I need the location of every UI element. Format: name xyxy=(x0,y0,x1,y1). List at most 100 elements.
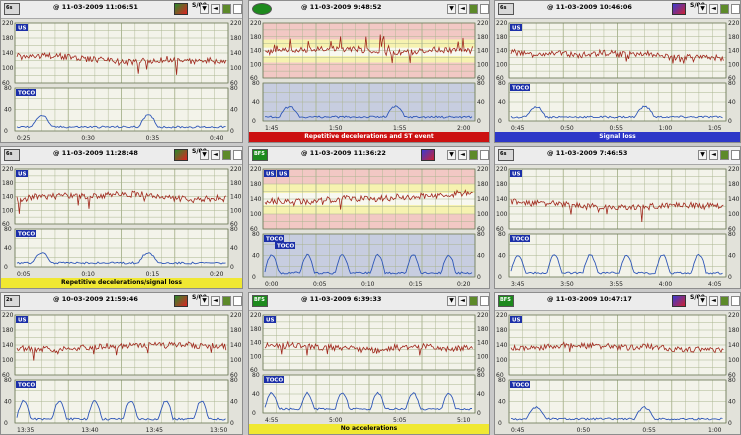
dropdown-button[interactable]: ▼ xyxy=(447,296,456,306)
toco-y-tick: 0 xyxy=(498,118,502,125)
toco-y-tick: 0 xyxy=(230,264,234,271)
report-icon[interactable] xyxy=(672,3,686,15)
fhr-y-tick: 60 xyxy=(250,75,258,82)
fhr-y-tick: 100 xyxy=(230,357,242,364)
dropdown-button[interactable]: ▼ xyxy=(447,150,456,160)
toco-y-tick: 80 xyxy=(498,80,506,87)
sound-icon[interactable]: ◄ xyxy=(211,150,220,160)
ctg-panel[interactable]: 6s @ 11-03-2009 10:46:06 S/00▼◄ 220 220 180 18… xyxy=(494,0,741,143)
sound-icon[interactable]: ◄ xyxy=(709,150,718,160)
toco-label-bg xyxy=(264,376,284,383)
sound-icon[interactable]: ◄ xyxy=(211,4,220,14)
time-tick: 13:50 xyxy=(210,427,227,434)
time-tick: 0:00 xyxy=(265,281,279,288)
time-tick: 1:55 xyxy=(393,125,407,132)
toco-y-tick: 80 xyxy=(498,231,506,238)
time-tick: 0:30 xyxy=(81,135,95,142)
fhr-y-tick: 220 xyxy=(496,20,508,27)
marker-icon[interactable] xyxy=(720,296,729,306)
time-tick: 0:10 xyxy=(81,271,95,278)
fhr-y-tick: 100 xyxy=(230,65,242,72)
fhr-trace xyxy=(16,51,227,75)
time-tick: 5:10 xyxy=(457,417,471,424)
fhr-y-tick: 220 xyxy=(2,312,14,319)
sound-icon[interactable]: ◄ xyxy=(458,4,467,14)
ctg-panel[interactable]: 2s @ 10-03-2009 21:59:46 S/00▼◄ 220 220 180 18… xyxy=(0,292,243,435)
marker-icon[interactable] xyxy=(720,4,729,14)
dropdown-button[interactable]: ▼ xyxy=(698,296,707,306)
window-icon[interactable] xyxy=(731,4,740,14)
window-icon[interactable] xyxy=(233,4,242,14)
window-icon[interactable] xyxy=(233,150,242,160)
toco-trace xyxy=(16,252,226,265)
dropdown-button[interactable]: ▼ xyxy=(447,4,456,14)
sound-icon[interactable]: ◄ xyxy=(458,296,467,306)
window-icon[interactable] xyxy=(233,296,242,306)
ctg-panel[interactable]: BFS @ 11-03-2009 11:36:22 ▼ ◄ 220 220 180 180 14… xyxy=(248,146,490,289)
fhr-y-tick: 220 xyxy=(728,166,740,173)
paper-speed: S/00 xyxy=(192,294,207,301)
time-tick: 1:00 xyxy=(708,427,722,434)
marker-icon[interactable] xyxy=(469,4,478,14)
marker-icon[interactable] xyxy=(222,296,231,306)
event-footer: Repetitive decelerations and ST event xyxy=(249,132,489,142)
marker-icon[interactable] xyxy=(469,296,478,306)
dropdown-button[interactable]: ▼ xyxy=(200,150,209,160)
dropdown-button[interactable]: ▼ xyxy=(200,4,209,14)
sound-icon[interactable]: ◄ xyxy=(211,296,220,306)
marker-icon[interactable] xyxy=(222,150,231,160)
time-tick: 5:00 xyxy=(329,417,343,424)
sound-icon[interactable]: ◄ xyxy=(458,150,467,160)
fhr-trace xyxy=(264,34,473,64)
ctg-panel[interactable]: BFS @ 11-03-2009 10:47:17 S/00▼◄ 220 220 180 1… xyxy=(494,292,741,435)
window-icon[interactable] xyxy=(480,150,489,160)
marker-icon[interactable] xyxy=(469,150,478,160)
ctg-panel[interactable]: 6s @ 11-03-2009 11:28:48 S/00▼◄ 220 220 180 18… xyxy=(0,146,243,289)
flag-icon[interactable] xyxy=(174,149,188,161)
toco-label: TOCO xyxy=(277,244,294,250)
fhr-y-tick: 100 xyxy=(477,353,489,360)
fhr-y-tick: 140 xyxy=(230,342,242,349)
sound-icon[interactable]: ◄ xyxy=(709,296,718,306)
ctg-panel[interactable]: 6s @ 11-03-2009 11:06:51 S/00▼◄ 220 220 180 18… xyxy=(0,0,243,143)
marker-icon[interactable] xyxy=(720,150,729,160)
badge-label: BFS xyxy=(500,297,511,303)
toco-label-bg xyxy=(510,381,530,388)
window-icon[interactable] xyxy=(480,4,489,14)
window-icon[interactable] xyxy=(480,296,489,306)
us-label-bg xyxy=(16,316,28,323)
ctg-panel[interactable]: @ 11-03-2009 9:48:52 ▼ ◄ 220 220 180 180 140 140… xyxy=(248,0,490,143)
badge-label: BFS xyxy=(254,151,265,157)
toco-y-tick: 0 xyxy=(477,118,481,125)
marker-icon[interactable] xyxy=(222,4,231,14)
fhr-trace xyxy=(510,198,724,223)
toco-label: TOCO xyxy=(512,237,529,243)
dropdown-button[interactable]: ▼ xyxy=(698,150,707,160)
sound-icon[interactable]: ◄ xyxy=(709,4,718,14)
toco-trace xyxy=(264,253,473,275)
report-icon[interactable] xyxy=(421,149,435,161)
fhr-y-tick: 220 xyxy=(496,312,508,319)
toco-y-tick: 80 xyxy=(252,80,260,87)
badge-label: 2s xyxy=(6,297,13,303)
fhr-y-tick: 220 xyxy=(728,20,740,27)
fhr-y-tick: 100 xyxy=(477,211,489,218)
dropdown-button[interactable]: ▼ xyxy=(698,4,707,14)
dropdown-button[interactable]: ▼ xyxy=(200,296,209,306)
report-icon[interactable] xyxy=(672,295,686,307)
time-tick: 0:10 xyxy=(361,281,375,288)
toco-trace xyxy=(264,391,472,411)
ctg-panel[interactable]: 6s @ 11-03-2009 7:46:53 ▼ ◄ 220 220 180 180 140 1… xyxy=(494,146,741,289)
window-icon[interactable] xyxy=(731,150,740,160)
toco-y-tick: 40 xyxy=(728,399,736,406)
status-badge: BFS xyxy=(498,295,514,307)
flag-icon[interactable] xyxy=(174,3,188,15)
window-icon[interactable] xyxy=(731,296,740,306)
panel-header: 6s @ 11-03-2009 10:46:06 S/00▼◄ xyxy=(495,1,740,19)
flag-icon[interactable] xyxy=(174,295,188,307)
ctg-panel[interactable]: BFS @ 11-03-2009 6:39:33 ▼ ◄ 220 220 180 180 140… xyxy=(248,292,490,435)
fhr-y-tick: 60 xyxy=(496,75,504,82)
